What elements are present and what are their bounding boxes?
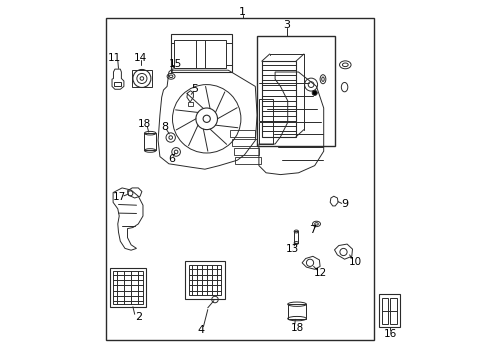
Text: 18: 18 xyxy=(290,323,303,333)
Bar xyxy=(170,34,231,72)
Bar xyxy=(381,298,387,324)
Bar xyxy=(174,40,196,68)
Bar xyxy=(389,298,397,324)
Bar xyxy=(261,61,295,137)
Bar xyxy=(106,18,373,340)
Text: 2: 2 xyxy=(135,312,142,322)
Text: 4: 4 xyxy=(197,325,203,335)
Bar xyxy=(287,304,306,319)
Bar xyxy=(258,122,273,144)
Text: 9: 9 xyxy=(340,199,347,210)
Text: 12: 12 xyxy=(313,268,326,278)
Bar xyxy=(379,294,400,327)
Bar xyxy=(233,148,258,155)
Bar xyxy=(110,268,145,307)
Text: 7: 7 xyxy=(308,225,315,235)
Circle shape xyxy=(311,90,317,95)
Bar xyxy=(231,139,257,146)
Bar xyxy=(113,271,142,304)
Bar xyxy=(204,40,226,68)
Text: 10: 10 xyxy=(348,257,361,267)
Bar xyxy=(114,82,121,86)
Text: 8: 8 xyxy=(161,122,168,132)
Text: 18: 18 xyxy=(138,119,151,129)
Text: 11: 11 xyxy=(108,53,122,63)
Bar xyxy=(230,130,255,137)
Bar xyxy=(258,99,273,121)
Text: 13: 13 xyxy=(285,244,298,254)
Text: 1: 1 xyxy=(239,6,245,17)
Bar xyxy=(235,157,260,164)
Bar xyxy=(132,70,152,87)
Bar xyxy=(188,265,221,295)
Text: 5: 5 xyxy=(191,84,198,94)
Bar xyxy=(187,102,193,106)
Text: 6: 6 xyxy=(168,154,175,164)
Text: 15: 15 xyxy=(168,59,182,69)
Text: 16: 16 xyxy=(383,329,396,339)
Bar xyxy=(294,231,298,243)
Text: 3: 3 xyxy=(283,20,290,30)
Text: 14: 14 xyxy=(133,53,146,63)
Bar xyxy=(257,36,334,146)
Bar xyxy=(144,133,156,150)
Text: 17: 17 xyxy=(112,192,125,202)
Bar xyxy=(185,261,224,299)
